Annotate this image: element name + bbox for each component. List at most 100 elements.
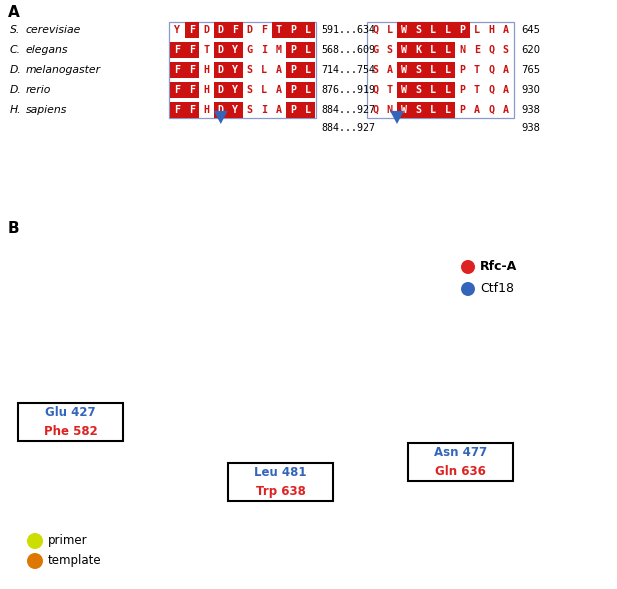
Bar — [455, 22, 470, 38]
Bar — [286, 102, 300, 118]
Text: A: A — [474, 105, 480, 115]
Bar — [426, 62, 441, 78]
Text: D.: D. — [10, 85, 22, 95]
Bar — [184, 82, 199, 98]
Text: L: L — [445, 105, 451, 115]
Bar — [412, 42, 426, 58]
Text: Q: Q — [372, 25, 378, 35]
Text: D: D — [247, 25, 253, 35]
Text: S: S — [503, 45, 509, 55]
Text: W: W — [401, 85, 407, 95]
Text: L: L — [430, 65, 436, 75]
Bar — [367, 22, 514, 118]
Ellipse shape — [461, 282, 475, 296]
Text: F: F — [174, 105, 180, 115]
Text: P: P — [290, 65, 296, 75]
Text: W: W — [401, 65, 407, 75]
Bar — [426, 22, 441, 38]
Text: L: L — [261, 65, 267, 75]
Text: L: L — [305, 45, 311, 55]
Text: F: F — [189, 45, 195, 55]
Text: D: D — [218, 45, 224, 55]
Text: Q: Q — [488, 105, 494, 115]
Text: L: L — [445, 85, 451, 95]
Text: Asn 477: Asn 477 — [434, 446, 487, 459]
Text: F: F — [174, 85, 180, 95]
Ellipse shape — [27, 553, 43, 569]
Text: P: P — [459, 105, 465, 115]
Text: L: L — [261, 85, 267, 95]
Text: L: L — [430, 45, 436, 55]
Text: Leu 481: Leu 481 — [254, 466, 307, 479]
Text: H: H — [488, 25, 494, 35]
Text: E: E — [474, 45, 480, 55]
Text: L: L — [387, 25, 393, 35]
Bar — [426, 42, 441, 58]
Text: T: T — [387, 85, 393, 95]
Text: L: L — [305, 25, 311, 35]
Text: S: S — [387, 45, 393, 55]
Text: A: A — [276, 85, 282, 95]
Text: F: F — [174, 65, 180, 75]
Text: I: I — [261, 45, 267, 55]
Bar — [213, 22, 228, 38]
Bar — [412, 22, 426, 38]
Ellipse shape — [461, 260, 475, 274]
Text: L: L — [430, 85, 436, 95]
Bar — [184, 62, 199, 78]
Bar — [300, 102, 315, 118]
Bar — [300, 42, 315, 58]
Text: C.: C. — [10, 45, 21, 55]
Bar — [228, 42, 242, 58]
Bar — [397, 102, 412, 118]
Text: Y: Y — [232, 65, 238, 75]
Text: A: A — [8, 5, 20, 20]
Text: A: A — [503, 65, 509, 75]
Text: elegans: elegans — [26, 45, 68, 55]
Text: N: N — [459, 45, 465, 55]
Text: F: F — [261, 25, 267, 35]
Bar — [213, 82, 228, 98]
Text: Q: Q — [488, 85, 494, 95]
Text: L: L — [445, 25, 451, 35]
Text: rerio: rerio — [26, 85, 51, 95]
Text: Q: Q — [488, 45, 494, 55]
Bar — [397, 22, 412, 38]
Text: cerevisiae: cerevisiae — [26, 25, 81, 35]
Text: Q: Q — [372, 85, 378, 95]
Bar — [170, 102, 184, 118]
Text: F: F — [189, 65, 195, 75]
Text: P: P — [290, 45, 296, 55]
Ellipse shape — [27, 533, 43, 549]
Bar — [286, 42, 300, 58]
Text: P: P — [459, 85, 465, 95]
Bar — [286, 82, 300, 98]
Bar — [441, 62, 455, 78]
Text: L: L — [474, 25, 480, 35]
Text: L: L — [445, 45, 451, 55]
Bar — [441, 42, 455, 58]
Text: 930: 930 — [521, 85, 540, 95]
Text: S: S — [372, 65, 378, 75]
Text: H.: H. — [10, 105, 22, 115]
Text: W: W — [401, 45, 407, 55]
Bar — [441, 22, 455, 38]
Text: 714...754: 714...754 — [321, 65, 375, 75]
Text: W: W — [401, 25, 407, 35]
Text: A: A — [503, 105, 509, 115]
Text: Phe 582: Phe 582 — [44, 425, 97, 438]
Bar — [184, 102, 199, 118]
Text: L: L — [445, 65, 451, 75]
Text: L: L — [430, 25, 436, 35]
Text: Trp 638: Trp 638 — [255, 485, 305, 498]
Text: primer: primer — [48, 534, 88, 548]
Text: T: T — [276, 25, 282, 35]
Text: D: D — [203, 25, 209, 35]
Text: T: T — [203, 45, 209, 55]
Text: sapiens: sapiens — [26, 105, 67, 115]
Text: 938: 938 — [521, 123, 540, 133]
Text: F: F — [189, 25, 195, 35]
Text: Y: Y — [232, 105, 238, 115]
Bar — [169, 22, 316, 118]
Text: 591...634: 591...634 — [321, 25, 375, 35]
